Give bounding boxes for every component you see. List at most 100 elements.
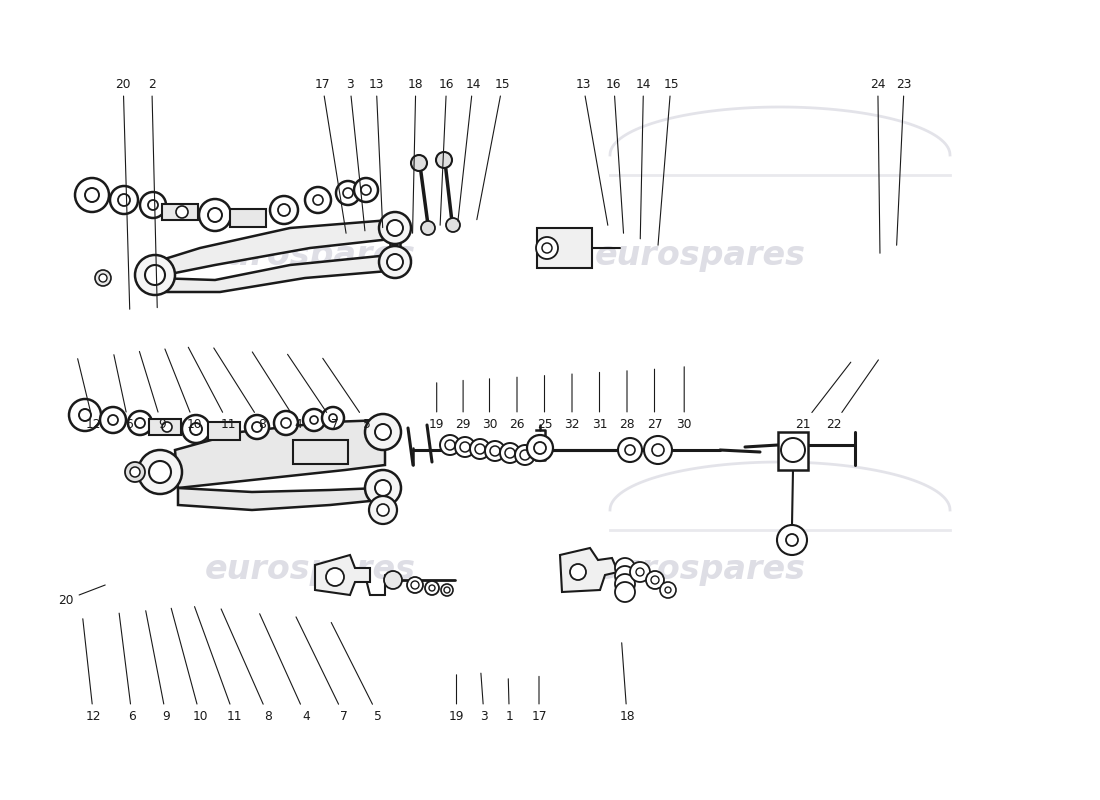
Circle shape [329,414,337,422]
Text: 25: 25 [537,375,552,430]
Polygon shape [315,555,370,595]
Text: 29: 29 [455,380,471,430]
Circle shape [375,480,390,496]
Circle shape [505,448,515,458]
Circle shape [646,571,664,589]
Circle shape [379,246,411,278]
Text: 3: 3 [345,78,365,231]
Circle shape [326,568,344,586]
Circle shape [375,424,390,440]
Text: 18: 18 [619,642,635,722]
Polygon shape [178,488,380,510]
Text: eurospares: eurospares [594,554,805,586]
Circle shape [110,186,138,214]
Circle shape [100,407,126,433]
Circle shape [570,564,586,580]
Circle shape [199,199,231,231]
Circle shape [387,254,403,270]
Circle shape [425,581,439,595]
Circle shape [777,525,807,555]
Circle shape [322,407,344,429]
Text: eurospares: eurospares [205,554,416,586]
Text: 12: 12 [82,618,101,722]
Circle shape [148,461,170,483]
Circle shape [108,415,118,425]
Text: 22: 22 [826,360,879,430]
Circle shape [365,414,402,450]
Circle shape [444,587,450,593]
Text: eurospares: eurospares [594,238,805,271]
Circle shape [527,435,553,461]
Circle shape [280,418,292,428]
Bar [208,422,240,440]
Circle shape [365,470,402,506]
Bar [230,209,266,227]
Text: 18: 18 [408,78,424,234]
Circle shape [630,562,650,582]
Circle shape [786,534,798,546]
Circle shape [99,274,107,282]
Bar [148,419,182,435]
Text: 19: 19 [429,382,444,430]
Polygon shape [778,432,808,470]
Bar [293,440,348,464]
Text: 12: 12 [78,358,101,430]
Circle shape [354,178,378,202]
Circle shape [314,195,323,205]
Text: 3: 3 [480,673,488,722]
Text: eurospares: eurospares [205,238,416,271]
Circle shape [162,422,172,432]
Circle shape [128,411,152,435]
Text: 1: 1 [505,678,514,722]
Text: 11: 11 [188,347,236,430]
Text: 14: 14 [636,78,651,239]
Circle shape [429,585,434,591]
Circle shape [440,435,460,455]
Text: 19: 19 [449,674,464,722]
Text: 28: 28 [619,370,635,430]
Circle shape [387,220,403,236]
Circle shape [615,582,635,602]
Text: 15: 15 [658,78,679,246]
Circle shape [118,194,130,206]
Text: 26: 26 [509,377,525,430]
Text: 2: 2 [147,78,157,308]
Circle shape [411,581,419,589]
Circle shape [140,192,166,218]
Text: 15: 15 [476,78,510,220]
Circle shape [470,439,490,459]
Circle shape [85,188,99,202]
Circle shape [436,152,452,168]
Text: 14: 14 [458,78,481,222]
Circle shape [252,422,262,432]
Text: 30: 30 [482,378,497,430]
Circle shape [490,446,500,456]
Text: 16: 16 [606,78,624,234]
Circle shape [245,415,270,439]
Circle shape [148,200,158,210]
Circle shape [625,445,635,455]
Circle shape [781,438,805,462]
Circle shape [336,181,360,205]
Circle shape [125,462,145,482]
Bar [537,228,592,268]
Circle shape [542,243,552,253]
Circle shape [500,443,520,463]
Circle shape [475,444,485,454]
Circle shape [95,270,111,286]
Circle shape [75,178,109,212]
Circle shape [660,582,676,598]
Text: 9: 9 [145,610,170,722]
Circle shape [310,416,318,424]
Text: 10: 10 [165,349,202,430]
Text: 8: 8 [221,609,273,722]
Circle shape [485,441,505,461]
Circle shape [534,442,546,454]
Circle shape [411,155,427,171]
Text: 4: 4 [260,614,310,722]
Circle shape [644,436,672,464]
Circle shape [343,188,353,198]
Text: 13: 13 [575,78,608,226]
Circle shape [615,558,635,578]
Circle shape [384,571,402,589]
